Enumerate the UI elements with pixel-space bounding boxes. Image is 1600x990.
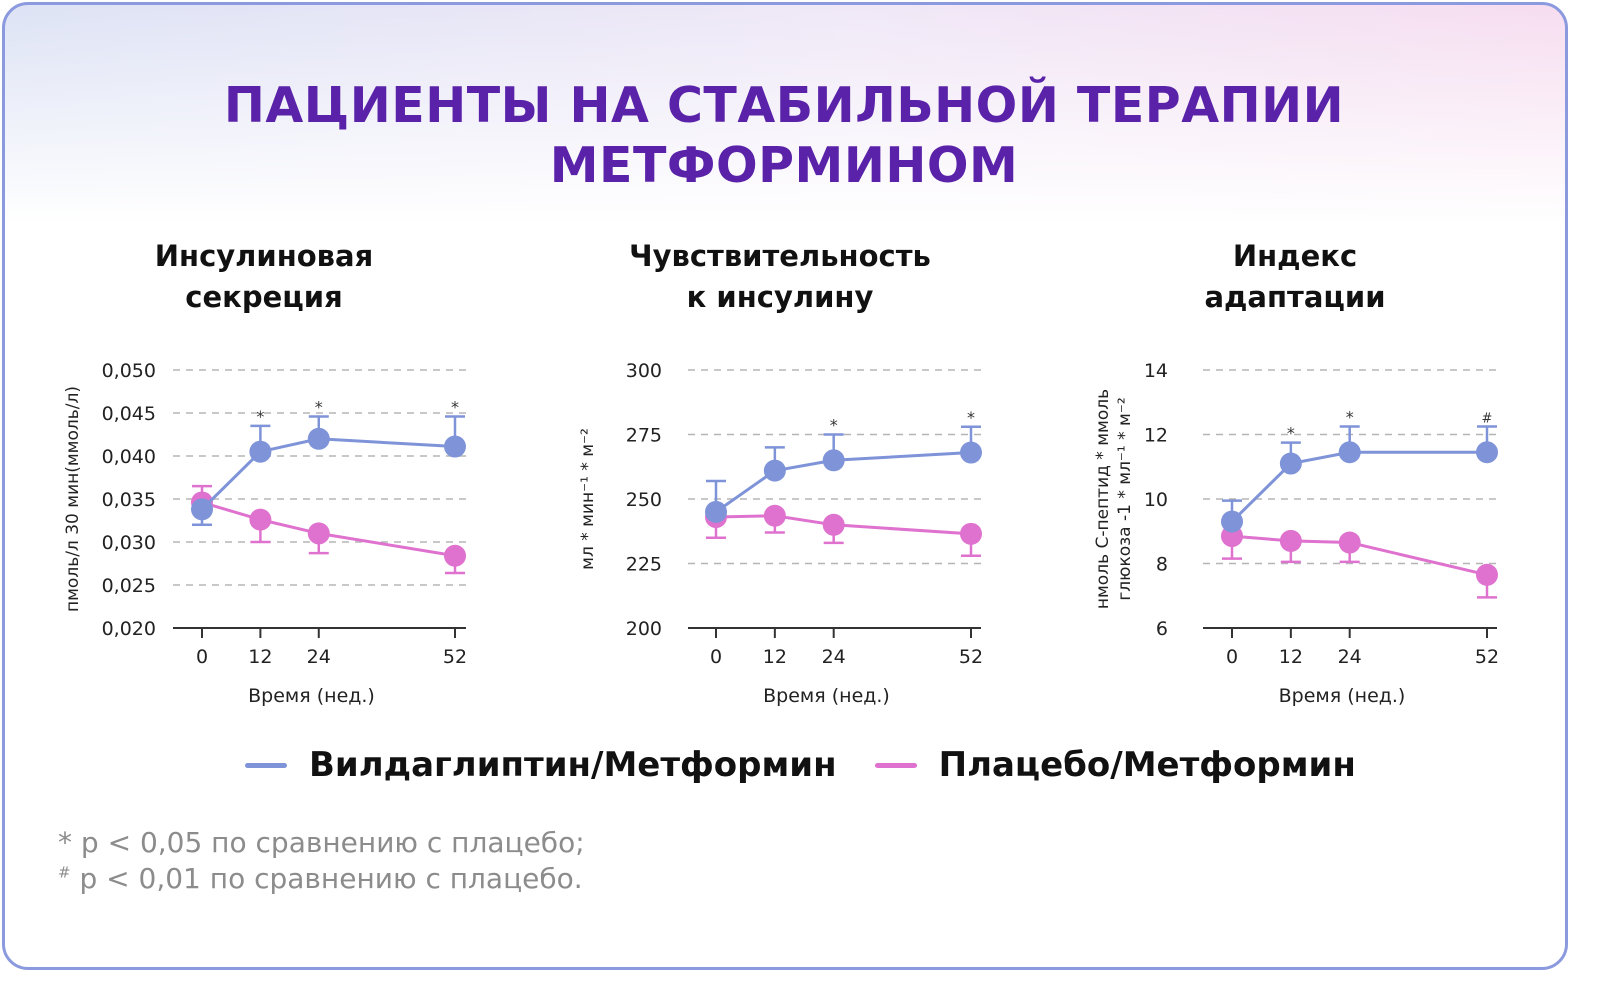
chart-title-line: к инсулину [686,280,874,314]
chart-title-line: адаптации [1204,280,1386,314]
significance-marker: * [315,397,323,416]
significance-marker: * [451,397,459,416]
data-point-vildagliptin [1476,441,1498,464]
footnote-text: p < 0,05 по сравнению с плацебо; [80,826,585,859]
legend: Вилдаглиптин/Метформин Плацебо/Метформин [245,745,1356,785]
data-point-placebo [960,522,982,545]
y-axis-label: пмоль/л 30 мин(ммоль/л) [63,386,83,612]
data-point-placebo [444,544,466,567]
y-tick-label: 14 [1144,360,1168,382]
footnote-mark: # [58,863,71,882]
footnote-text: p < 0,01 по сравнению с плацебо. [79,862,583,895]
x-tick-label: 12 [763,646,787,668]
x-tick-label: 52 [959,646,983,668]
significance-marker: * [830,416,838,435]
data-point-vildagliptin [1338,441,1361,464]
data-point-vildagliptin [444,435,466,458]
y-tick-label: 0,020 [102,618,156,640]
chart-title-line: Чувствительность [629,239,931,273]
data-point-vildagliptin [705,500,727,523]
data-point-placebo [1279,529,1302,552]
data-point-placebo [822,513,845,536]
footnote-2: # p < 0,01 по сравнению с плацебо. [58,862,583,895]
y-axis-label: глюкоза -1 * мл⁻¹ * м⁻² [1115,397,1135,600]
data-point-vildagliptin [763,459,786,482]
y-tick-label: 0,025 [102,575,156,597]
significance-marker: * [1346,407,1354,426]
legend-label-placebo: Плацебо/Метформин [938,745,1356,785]
y-axis-label: нмоль С-пептид * ммоль [1093,389,1113,609]
footnote-1: * p < 0,05 по сравнению с плацебо; [58,826,585,859]
x-tick-label: 24 [1338,646,1362,668]
page-title: ПАЦИЕНТЫ НА СТАБИЛЬНОЙ ТЕРАПИИ МЕТФОРМИН… [0,76,1568,196]
y-tick-label: 300 [626,360,662,382]
series-line-placebo [715,514,972,536]
x-tick-label: 12 [1279,646,1303,668]
y-tick-label: 0,030 [102,532,156,554]
chart-title-adaptation-index: Индекс адаптации [1095,236,1495,318]
data-point-placebo [763,504,786,527]
x-tick-label: 0 [196,646,208,668]
y-tick-label: 0,050 [102,360,156,382]
y-tick-label: 275 [626,425,662,447]
y-tick-label: 8 [1156,554,1168,576]
x-tick-label: 0 [710,646,722,668]
y-tick-label: 0,040 [102,446,156,468]
significance-marker: # [1482,411,1493,426]
series-line-vildagliptin [1230,450,1487,523]
series-line-vildagliptin [200,437,456,511]
series-line-placebo [1231,534,1488,577]
data-point-vildagliptin [1279,452,1302,475]
title-line-1: ПАЦИЕНТЫ НА СТАБИЛЬНОЙ ТЕРАПИИ [223,77,1345,134]
x-axis-label: Время (нед.) [763,685,890,707]
footnote-mark: * [58,826,72,859]
data-point-vildagliptin [960,441,982,464]
chart-title-line: Индекс [1232,239,1358,273]
significance-marker: * [1287,424,1295,443]
significance-marker: * [967,408,975,427]
series-line-placebo [201,501,456,558]
x-tick-label: 24 [822,646,846,668]
y-tick-label: 200 [626,618,662,640]
data-point-placebo [1338,531,1361,554]
y-tick-label: 225 [626,554,662,576]
y-tick-label: 0,045 [102,403,156,425]
data-point-vildagliptin [1221,510,1243,533]
x-tick-label: 52 [1475,646,1499,668]
y-tick-label: 0,035 [102,489,156,511]
chart-title-insulin-secretion: Инсулиновая секреция [64,236,464,318]
y-tick-label: 10 [1144,489,1168,511]
x-axis-label: Время (нед.) [1279,685,1406,707]
series-line-vildagliptin [715,451,972,514]
x-tick-label: 52 [443,646,467,668]
y-tick-label: 6 [1156,618,1168,640]
legend-label-vildagliptin: Вилдаглиптин/Метформин [309,745,837,785]
chart-title-line: Инсулиновая [154,239,374,273]
chart-title-line: секреция [185,280,343,314]
legend-swatch-vildagliptin [245,762,287,768]
title-line-2: МЕТФОРМИНОМ [549,137,1019,194]
x-axis-label: Время (нед.) [248,685,375,707]
x-tick-label: 24 [307,646,331,668]
legend-swatch-placebo [874,762,917,768]
significance-marker: * [256,407,264,426]
x-tick-label: 0 [1226,646,1238,668]
data-point-placebo [307,522,330,545]
data-point-vildagliptin [249,440,272,463]
data-point-placebo [249,508,272,531]
card-frame [2,2,1568,970]
y-axis-label: мл * мин⁻¹ * м⁻² [578,428,598,570]
data-point-placebo [1476,563,1498,586]
y-tick-label: 12 [1144,425,1168,447]
data-point-vildagliptin [307,427,330,450]
data-point-vildagliptin [822,449,845,472]
chart-title-insulin-sensitivity: Чувствительность к инсулину [580,236,980,318]
x-tick-label: 12 [248,646,272,668]
y-tick-label: 250 [626,489,662,511]
data-point-vildagliptin [191,498,213,521]
